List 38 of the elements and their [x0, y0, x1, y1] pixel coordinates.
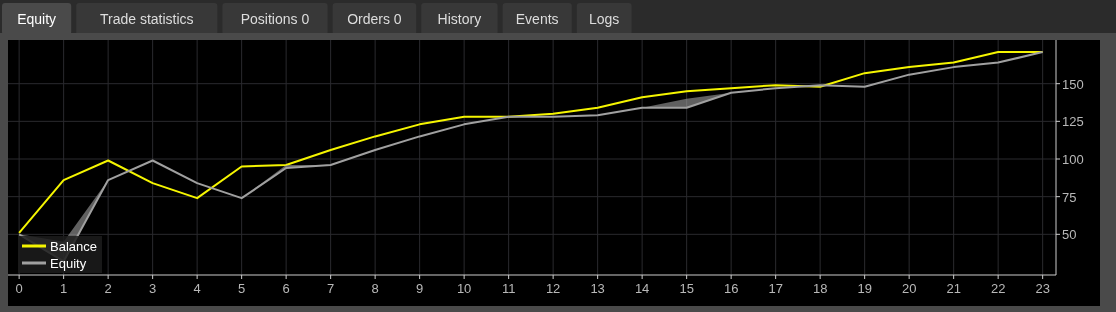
x-tick-label: 0 — [15, 281, 23, 296]
y-tick-label: 50 — [1062, 227, 1077, 243]
x-tick-label: 13 — [590, 281, 605, 296]
y-tick-label: 150 — [1062, 76, 1084, 92]
legend-label: Balance — [50, 239, 97, 254]
y-tick-label: 75 — [1062, 189, 1077, 205]
y-tick-label: 125 — [1062, 114, 1084, 130]
x-tick-label: 1 — [60, 281, 68, 296]
text: Positions 0 — [240, 11, 310, 27]
legend-label: Equity — [50, 256, 87, 271]
x-tick-label: 10 — [456, 281, 472, 296]
x-tick-label: 7 — [327, 281, 335, 296]
x-tick-label: 6 — [282, 281, 290, 296]
x-tick-label: 17 — [768, 281, 783, 296]
x-tick-label: 15 — [679, 281, 694, 296]
x-tick-label: 4 — [193, 281, 201, 296]
x-tick-label: 11 — [501, 281, 516, 296]
x-tick-label: 12 — [545, 281, 561, 296]
x-tick-label: 5 — [238, 281, 246, 296]
text: History — [437, 11, 482, 27]
x-tick-label: 22 — [990, 281, 1006, 296]
x-tick-label: 2 — [104, 281, 112, 296]
y-tick-label: 100 — [1062, 152, 1084, 168]
x-tick-label: 18 — [812, 281, 828, 296]
x-tick-label: 8 — [371, 281, 379, 296]
x-tick-label: 3 — [149, 281, 157, 296]
x-tick-label: 19 — [857, 281, 872, 296]
x-tick-label: 16 — [723, 281, 739, 296]
text: Equity — [17, 11, 57, 27]
text: Events — [515, 11, 559, 27]
x-tick-label: 23 — [1035, 281, 1050, 296]
text: Trade statistics — [99, 11, 194, 27]
x-tick-label: 21 — [946, 281, 961, 296]
x-tick-label: 20 — [901, 281, 917, 296]
text: Logs — [589, 11, 620, 27]
text: Orders 0 — [347, 11, 402, 27]
x-tick-label: 14 — [634, 281, 650, 296]
x-tick-label: 9 — [416, 281, 424, 296]
